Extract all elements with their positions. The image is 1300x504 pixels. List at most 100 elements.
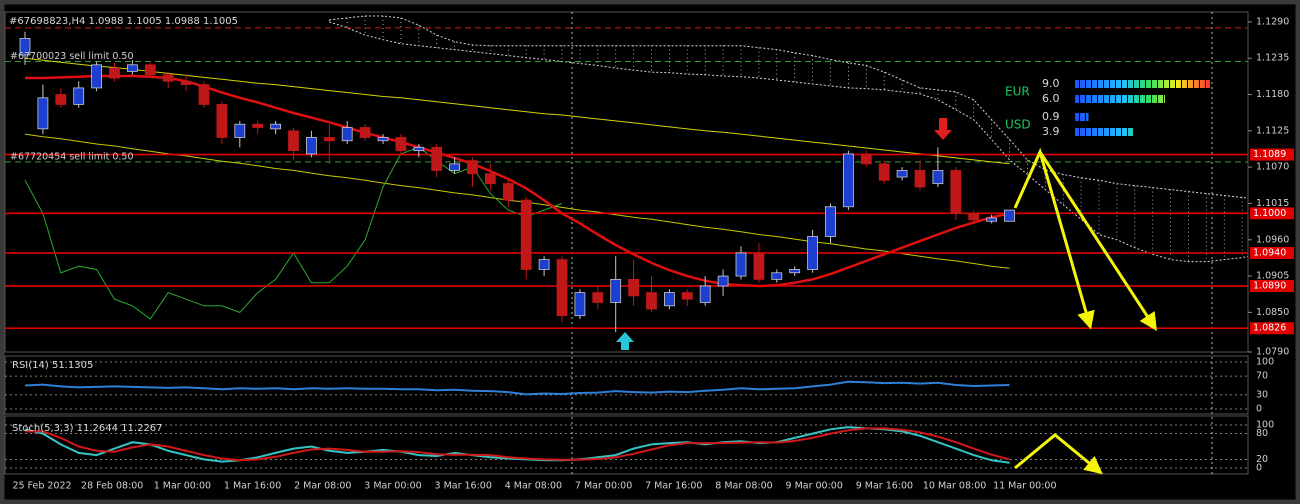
indicator-line [24, 57, 1010, 165]
candle-body [91, 64, 102, 89]
candle-body [305, 137, 317, 155]
candle-body [592, 292, 604, 303]
x-tick-label: 10 Mar 08:00 [923, 481, 986, 492]
x-tick-label: 9 Mar 00:00 [786, 481, 843, 492]
buy-signal-arrow [616, 332, 634, 350]
rsi-line [24, 380, 1010, 396]
candle-body [807, 236, 818, 270]
level-label-box [1250, 322, 1294, 335]
candle-body [896, 170, 908, 178]
cloud-lower [329, 21, 1248, 263]
strength-bar [1075, 95, 1165, 103]
x-tick-label: 1 Mar 00:00 [154, 481, 211, 492]
x-tick-label: 8 Mar 08:00 [715, 481, 772, 492]
y-tick-label: 1.0960 [1256, 234, 1289, 245]
candle-body [717, 275, 729, 287]
candle-body [377, 137, 389, 142]
candle-body [180, 80, 192, 86]
candle-body [270, 123, 282, 130]
strength-value: 6.0 [1042, 92, 1060, 105]
y-tick-label: 30 [1256, 389, 1268, 400]
candle-body [825, 206, 836, 237]
candle-body [1004, 209, 1015, 222]
candle-body [341, 127, 353, 142]
level-label-box [1250, 207, 1294, 220]
level-label-box [1250, 246, 1294, 259]
strength-value: 0.9 [1042, 110, 1060, 123]
candle-body [162, 74, 174, 82]
candle-body [968, 212, 980, 221]
x-tick-label: 1 Mar 16:00 [224, 481, 281, 492]
x-tick-label: 4 Mar 08:00 [505, 481, 562, 492]
y-tick-label: 20 [1256, 454, 1268, 465]
y-tick-label: 1.0790 [1256, 347, 1289, 358]
x-tick-label: 2 Mar 08:00 [294, 481, 351, 492]
candle-body [37, 97, 49, 130]
x-tick-label: 9 Mar 16:00 [856, 481, 913, 492]
candle-body [789, 269, 801, 274]
strength-value: 9.0 [1042, 77, 1060, 90]
top-layer: #67698823,H4 1.0988 1.1005 1.0988 1.1005… [9, 16, 1294, 492]
x-tick-label: 3 Mar 00:00 [364, 481, 421, 492]
y-tick-label: 100 [1256, 357, 1274, 368]
chart-header: #67698823,H4 1.0988 1.1005 1.0988 1.1005 [9, 16, 238, 27]
main-layer [5, 15, 1248, 333]
candle-body [664, 292, 675, 307]
x-tick-label: 28 Feb 08:00 [81, 481, 143, 492]
stoch-panel [4, 415, 1249, 475]
cloud-upper [329, 15, 1248, 199]
candle-body [932, 170, 944, 185]
candle-body [646, 292, 657, 310]
candle-body [628, 278, 639, 297]
y-tick-label: 1.1070 [1256, 162, 1289, 173]
x-tick-label: 7 Mar 00:00 [575, 481, 632, 492]
stoch-layer [5, 424, 1248, 469]
sell-signal-arrow [934, 118, 952, 140]
x-tick-label: 11 Mar 00:00 [993, 481, 1056, 492]
candle-body [502, 183, 514, 201]
y-tick-label: 1.1015 [1256, 198, 1289, 209]
x-tick-label: 3 Mar 16:00 [435, 481, 492, 492]
rsi-layer [5, 361, 1248, 410]
y-tick-label: 1.1290 [1256, 16, 1289, 27]
candle-body [610, 278, 622, 303]
candle-body [359, 127, 371, 138]
candle-body [556, 259, 568, 317]
candle-body [109, 67, 120, 79]
candle-body [681, 292, 693, 300]
stoch-line [25, 427, 1010, 462]
candle-body [395, 137, 407, 152]
candle-body [73, 87, 85, 105]
forecast-arrow [1038, 151, 1157, 332]
candle-body [198, 84, 210, 105]
candle-body [986, 217, 997, 222]
currency-label: USD [1005, 118, 1031, 132]
x-tick-label: 7 Mar 16:00 [645, 481, 702, 492]
strength-bar [1075, 80, 1210, 88]
level-label: 1.0940 [1253, 247, 1286, 258]
candle-body [484, 173, 496, 185]
candle-body [753, 252, 765, 280]
level-label-box [1250, 279, 1294, 292]
candle-body [699, 285, 711, 303]
candle-body [843, 153, 854, 208]
stoch-title: Stoch(5,3,3) 11.2644 11.2267 [12, 423, 163, 434]
order-label: #67700023 sell limit 0.50 [10, 51, 134, 62]
y-tick-label: 1.1235 [1256, 53, 1289, 64]
level-label: 1.0890 [1253, 280, 1286, 291]
candle-body [735, 252, 747, 277]
indicator-line [24, 133, 1010, 269]
strength-value: 3.9 [1042, 125, 1060, 138]
y-tick-label: 1.0850 [1256, 307, 1289, 318]
y-tick-label: 0 [1256, 404, 1262, 415]
strength-bar [1075, 128, 1134, 136]
level-label: 1.1000 [1253, 208, 1286, 219]
y-tick-label: 1.0905 [1256, 271, 1289, 282]
main-panel [4, 11, 1249, 353]
candle-body [950, 170, 962, 214]
candle-body [431, 146, 443, 171]
y-tick-label: 70 [1256, 371, 1268, 382]
